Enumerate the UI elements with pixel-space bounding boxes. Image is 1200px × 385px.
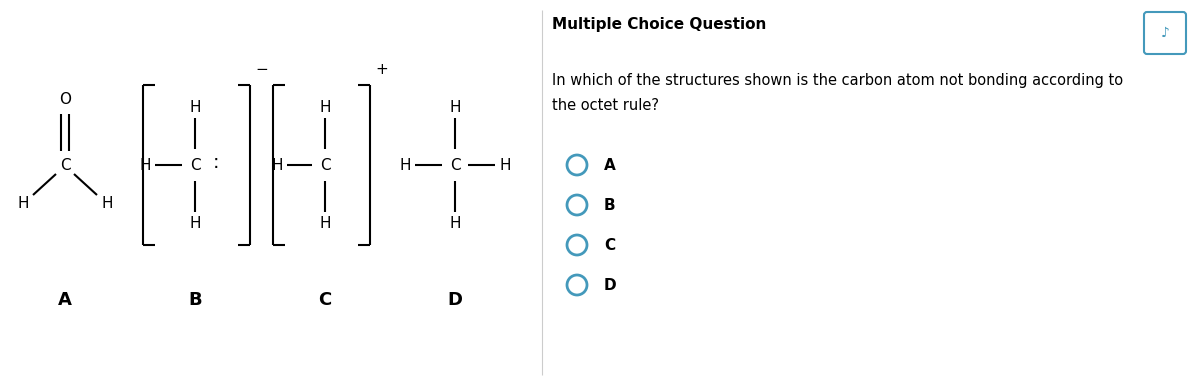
Text: H: H xyxy=(271,157,283,172)
Text: A: A xyxy=(58,291,72,309)
Text: the octet rule?: the octet rule? xyxy=(552,97,659,112)
Text: :: : xyxy=(214,154,220,172)
Text: H: H xyxy=(400,157,410,172)
Text: C: C xyxy=(450,157,461,172)
Text: H: H xyxy=(190,99,200,114)
Text: H: H xyxy=(499,157,511,172)
Text: O: O xyxy=(59,92,71,107)
Text: C: C xyxy=(190,157,200,172)
Text: ♪: ♪ xyxy=(1160,26,1170,40)
Text: H: H xyxy=(190,216,200,231)
Text: −: − xyxy=(256,62,268,77)
Text: +: + xyxy=(374,62,388,77)
Text: H: H xyxy=(449,216,461,231)
Text: D: D xyxy=(448,291,462,309)
Text: C: C xyxy=(604,238,616,253)
Text: A: A xyxy=(604,157,616,172)
Text: C: C xyxy=(319,157,330,172)
Text: H: H xyxy=(319,99,331,114)
Text: H: H xyxy=(101,196,113,211)
Text: C: C xyxy=(318,291,331,309)
Text: H: H xyxy=(449,99,461,114)
Text: Multiple Choice Question: Multiple Choice Question xyxy=(552,17,767,32)
FancyBboxPatch shape xyxy=(1144,12,1186,54)
Text: In which of the structures shown is the carbon atom not bonding according to: In which of the structures shown is the … xyxy=(552,72,1123,87)
Text: B: B xyxy=(188,291,202,309)
Text: H: H xyxy=(319,216,331,231)
Text: C: C xyxy=(60,157,71,172)
Text: B: B xyxy=(604,198,616,213)
Text: H: H xyxy=(139,157,151,172)
Text: D: D xyxy=(604,278,617,293)
Text: H: H xyxy=(17,196,29,211)
